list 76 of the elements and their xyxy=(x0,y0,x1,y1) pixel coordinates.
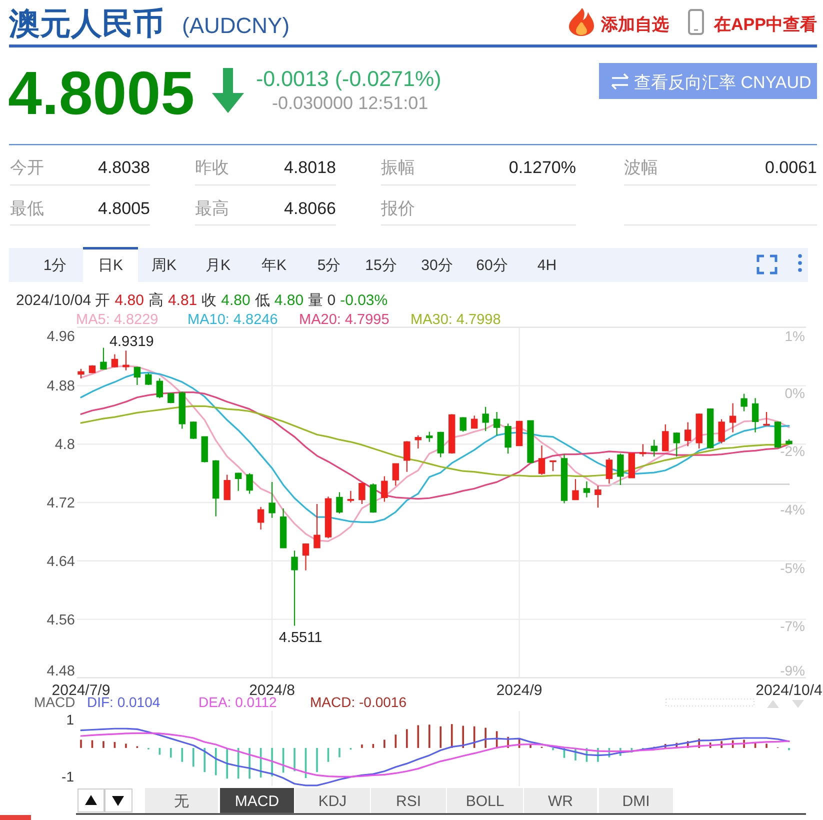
text: DEA: 0.0112 xyxy=(198,694,278,710)
y2-tick-label: -9% xyxy=(780,662,805,679)
y2-tick-label: -7% xyxy=(780,618,805,634)
y-tick-label: 1 xyxy=(66,712,74,728)
text: 最高 xyxy=(195,199,229,218)
text: 高 xyxy=(148,292,164,309)
annotation: 4.5511 xyxy=(278,630,322,646)
chart-title: MACD xyxy=(34,694,76,710)
text: 量 0 xyxy=(308,292,336,309)
y2-tick-label: 0% xyxy=(784,384,805,401)
y2-tick-label: 1% xyxy=(784,328,805,344)
text: 澳元人民币 xyxy=(8,6,164,41)
text: 查看反向汇率 CNYAUD xyxy=(634,73,812,92)
text: (AUDCNY) xyxy=(182,13,290,38)
y-tick-label: 4.72 xyxy=(46,496,75,512)
text: 4.8066 xyxy=(284,199,336,218)
text: -0.0013 (-0.0271%) xyxy=(256,67,442,91)
text: 4.80 xyxy=(221,292,250,309)
text: BOLL xyxy=(466,793,504,810)
y-tick-label: 4.88 xyxy=(46,378,75,395)
text: 15分 xyxy=(365,257,397,274)
text: 周K xyxy=(151,257,177,274)
y-tick-label: 4.96 xyxy=(46,328,75,345)
y2-tick-label: -2% xyxy=(780,443,805,460)
text: 最低 xyxy=(10,199,44,218)
text: 在APP中查看 xyxy=(713,15,817,34)
text: 4.8005 xyxy=(98,199,150,218)
y-tick-label: -1 xyxy=(62,768,74,784)
text: 波幅 xyxy=(624,158,658,177)
text: 0.0061 xyxy=(765,158,817,177)
text: 60分 xyxy=(476,257,508,274)
text: 5分 xyxy=(317,257,341,274)
text: 收 xyxy=(202,292,217,309)
text: MA20: 4.7995 xyxy=(299,312,390,328)
text: MA5: 4.8229 xyxy=(76,312,158,328)
text: 4.81 xyxy=(168,292,198,309)
x-tick-label: 2024/9 xyxy=(496,682,542,699)
series-label: DIF: 0.0104 xyxy=(87,694,160,710)
annotation: 4.9319 xyxy=(109,334,154,350)
text: MA30: 4.7998 xyxy=(410,312,501,328)
y-tick-label: 4.48 xyxy=(46,664,75,680)
text: 昨收 xyxy=(195,158,229,177)
text: 月K xyxy=(205,257,231,274)
x-tick-label: 2024/10/4 xyxy=(756,682,822,699)
text: KDJ xyxy=(318,793,347,810)
text: 4.80 xyxy=(274,292,304,309)
series-label: MACD: -0.0016 xyxy=(310,694,407,710)
y-tick-label: 4.8 xyxy=(54,437,75,454)
text: -0.030000 12:51:01 xyxy=(272,93,428,113)
text: MA10: 4.8246 xyxy=(188,312,278,328)
text: MACD xyxy=(234,793,280,810)
text: 添加自选 xyxy=(600,15,669,34)
text: 年K xyxy=(261,257,287,274)
text: 1分 xyxy=(43,257,67,274)
text: WR xyxy=(548,793,574,810)
y-tick-label: 4.64 xyxy=(46,554,75,570)
y2-tick-label: -4% xyxy=(780,502,805,518)
y2-tick-label: -5% xyxy=(780,560,805,576)
text: 无 xyxy=(174,793,189,810)
text: 报价 xyxy=(380,199,415,218)
text: DMI xyxy=(622,793,650,810)
text: RSI xyxy=(396,793,422,810)
text: 30分 xyxy=(421,257,453,274)
text: 振幅 xyxy=(381,158,415,177)
text: 日K xyxy=(98,257,124,274)
y-tick-label: 4.56 xyxy=(46,612,75,628)
text: 今开 xyxy=(10,158,44,177)
text: 4H xyxy=(537,257,557,274)
text: 4.8018 xyxy=(284,158,336,177)
text: 4.8038 xyxy=(98,158,150,177)
text: 2024/10/04 开 xyxy=(16,292,110,309)
text: 4.80 xyxy=(114,292,144,309)
text: 低 xyxy=(254,292,270,309)
text: 4.8005 xyxy=(8,59,195,127)
text: 0.1270% xyxy=(508,158,576,177)
text: -0.03% xyxy=(340,292,388,309)
